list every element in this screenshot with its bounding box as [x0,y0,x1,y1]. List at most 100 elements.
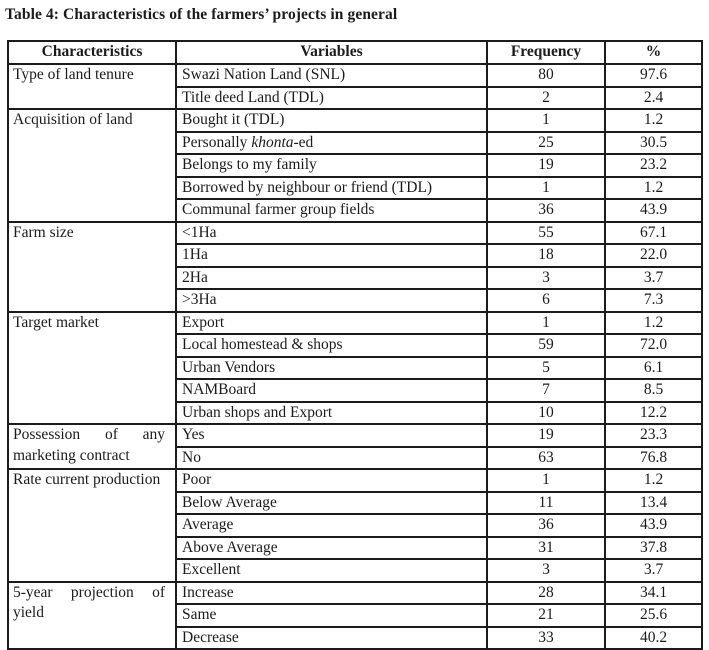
percent-cell: 76.8 [604,445,703,470]
percent-cell: 6.1 [604,355,703,380]
percent-cell: 13.4 [604,490,703,515]
variable-cell: Average [175,513,488,538]
frequency-cell: 1 [486,175,606,200]
characteristic-cell: Farm size [7,220,177,313]
variable-cell: Urban Vendors [175,355,488,380]
table-row: Urban shops and Export 10 12.2 [8,400,703,425]
variable-cell: Above Average [175,535,488,560]
frequency-cell: 36 [486,513,606,538]
percent-cell: 8.5 [604,378,703,403]
table-row: No 63 76.8 [8,445,703,470]
variable-cell: Same [175,603,488,628]
characteristic-cell: Target market [7,310,177,425]
characteristic-cell: Acquisition of land [7,108,177,223]
variable-cell: Yes [175,423,488,448]
percent-cell: 72.0 [604,333,703,358]
percent-cell: 67.1 [604,220,703,245]
table-row: Rate current production Poor 1 1.2 [7,468,703,583]
table-row: Communal farmer group fields 36 43.9 [8,198,703,223]
frequency-cell: 3 [486,265,606,290]
variable-cell: Swazi Nation Land (SNL) [175,63,488,88]
variable-cell: Urban shops and Export [175,400,488,425]
percent-cell: 25.6 [604,603,703,628]
characteristic-cell: 5-year projection of yield [7,580,177,650]
frequency-cell: 36 [486,198,606,223]
header-row: Characteristics Variables Frequency % [7,40,703,65]
frequency-cell: 80 [486,63,606,88]
table-title: Table 4: Characteristics of the farmers’… [5,6,398,23]
frequency-cell: 1 [486,468,606,493]
percent-cell: 97.6 [604,63,703,88]
characteristics-table: Characteristics Variables Frequency % Ty… [7,40,703,650]
percent-cell: 2.4 [604,85,703,110]
percent-cell: 12.2 [604,400,703,425]
table-body: Type of land tenure Swazi Nation Land (SN… [7,63,703,650]
frequency-cell: 63 [486,445,606,470]
table-row: 1Ha 18 22.0 [8,243,703,268]
variable-cell: Bought it (TDL) [175,108,488,133]
percent-cell: 30.5 [604,130,703,155]
percent-cell: 7.3 [604,288,703,313]
table-row: Borrowed by neighbour or friend (TDL) 1 1.… [8,175,703,200]
table-row: NAMBoard 7 8.5 [8,378,703,403]
frequency-cell: 1 [486,310,606,335]
variable-cell: Local homestead & shops [175,333,488,358]
frequency-cell: 59 [486,333,606,358]
frequency-cell: 7 [486,378,606,403]
percent-cell: 1.2 [604,310,703,335]
table-row: >3Ha 6 7.3 [8,288,703,313]
percent-cell: 3.7 [604,558,703,583]
variable-cell: NAMBoard [175,378,488,403]
table-row: Above Average 31 37.8 [8,535,703,560]
column-header-characteristics: Characteristics [7,40,177,65]
table-row: Local homestead & shops 59 72.0 [8,333,703,358]
variable-cell: Personally khonta-ed [175,130,488,155]
percent-cell: 3.7 [604,265,703,290]
table-row: Farm size <1Ha 55 67.1 [7,220,703,313]
frequency-cell: 31 [486,535,606,560]
table-row: Urban Vendors 5 6.1 [8,355,703,380]
frequency-cell: 1 [486,108,606,133]
percent-cell: 1.2 [604,175,703,200]
column-header-variables: Variables [175,40,488,65]
percent-cell: 1.2 [604,468,703,493]
characteristic-cell: Type of land tenure [7,63,177,110]
characteristic-cell: Possession of any marketing contract [7,423,177,470]
variable-cell: Communal farmer group fields [175,198,488,223]
table-row: Type of land tenure Swazi Nation Land (SN… [7,63,703,110]
percent-cell: 37.8 [604,535,703,560]
variable-cell: Poor [175,468,488,493]
frequency-cell: 11 [486,490,606,515]
table-row: Possession of any marketing contract Yes 1… [7,423,703,470]
frequency-cell: 19 [486,423,606,448]
variable-cell: Title deed Land (TDL) [175,85,488,110]
variable-cell: >3Ha [175,288,488,313]
table-row: Target market Export 1 1.2 [7,310,703,425]
variable-cell: Decrease [175,625,488,650]
variable-cell: 1Ha [175,243,488,268]
frequency-cell: 10 [486,400,606,425]
variable-cell: <1Ha [175,220,488,245]
table-row: Acquisition of land Bought it (TDL) 1 1.2 [7,108,703,223]
frequency-cell: 3 [486,558,606,583]
variable-cell: No [175,445,488,470]
characteristic-cell: Rate current production [7,468,177,583]
table-row: Same 21 25.6 [8,603,703,628]
frequency-cell: 28 [486,580,606,605]
percent-cell: 22.0 [604,243,703,268]
table-row: Title deed Land (TDL) 2 2.4 [8,85,703,110]
frequency-cell: 55 [486,220,606,245]
variable-cell: Borrowed by neighbour or friend (TDL) [175,175,488,200]
variable-cell: Export [175,310,488,335]
frequency-cell: 33 [486,625,606,650]
variable-cell: Excellent [175,558,488,583]
column-header-percent: % [604,40,703,65]
percent-cell: 34.1 [604,580,703,605]
percent-cell: 23.3 [604,423,703,448]
variable-cell: Increase [175,580,488,605]
frequency-cell: 21 [486,603,606,628]
percent-cell: 43.9 [604,198,703,223]
frequency-cell: 5 [486,355,606,380]
frequency-cell: 2 [486,85,606,110]
percent-cell: 23.2 [604,153,703,178]
